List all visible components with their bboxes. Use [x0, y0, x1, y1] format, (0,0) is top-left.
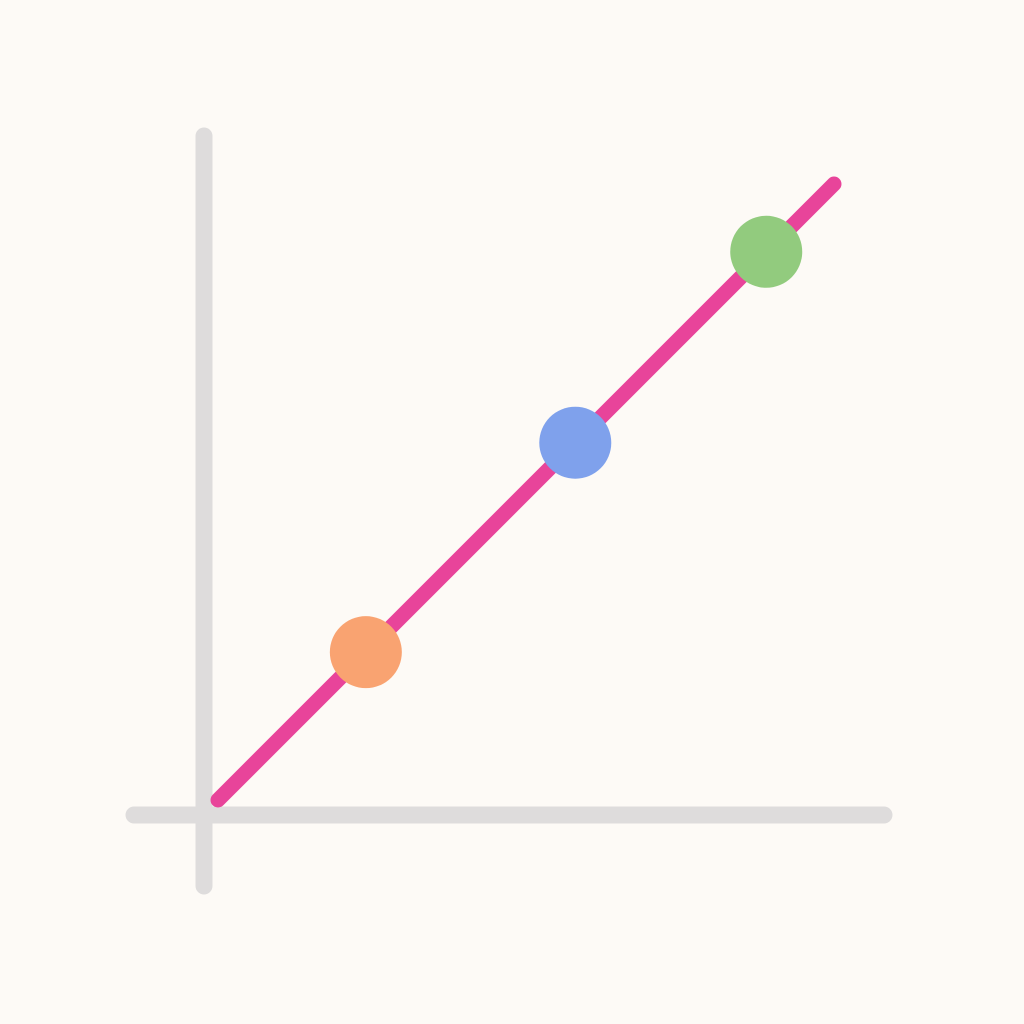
series-layer [210, 176, 842, 808]
axes [125, 127, 893, 895]
data-point-1 [329, 616, 402, 689]
points-layer [329, 215, 803, 689]
data-point-3 [730, 215, 803, 288]
series-line-1 [210, 176, 842, 808]
data-point-2 [539, 406, 612, 479]
